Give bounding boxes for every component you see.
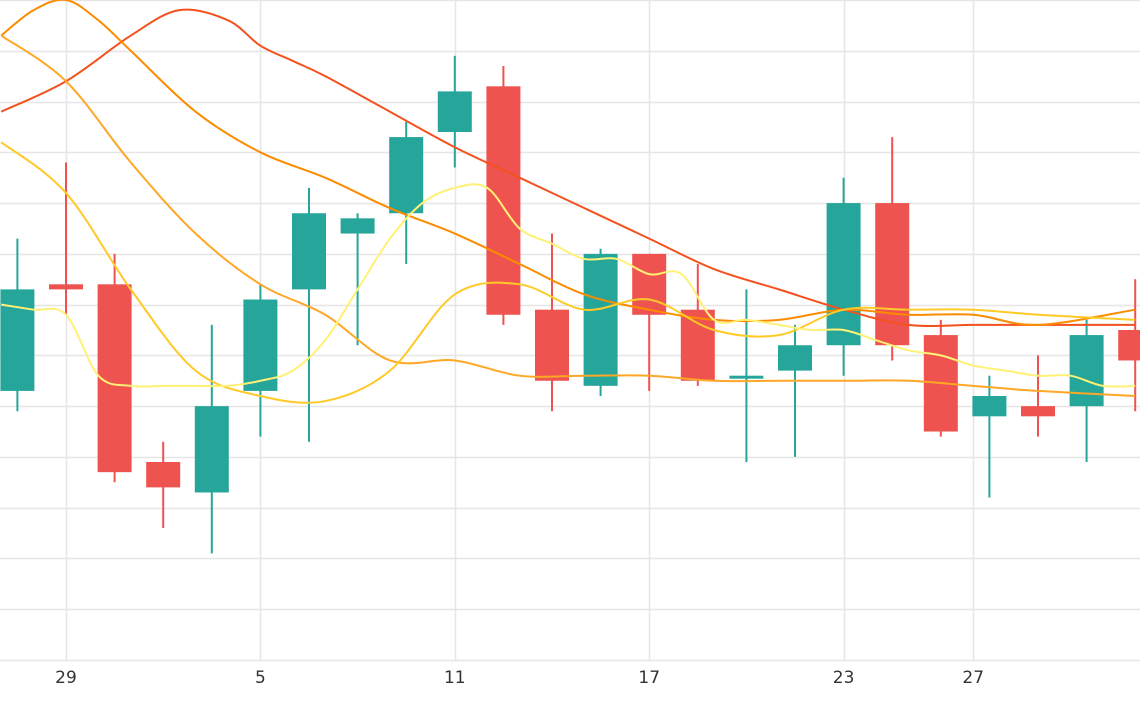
candle-body (243, 299, 278, 391)
candle-body (1021, 406, 1055, 417)
candle-body (389, 137, 424, 214)
candle-down (632, 253, 667, 391)
candle-down (535, 233, 569, 412)
indicator-line-3 (0, 34, 1136, 397)
candle-body (437, 91, 472, 132)
candle-body (632, 253, 667, 315)
candle-body (1118, 330, 1140, 361)
candle-body (535, 309, 569, 381)
candle-body (972, 396, 1007, 417)
indicator-lines-layer (0, 0, 1136, 404)
candle-up (729, 289, 764, 462)
candle-body (583, 253, 618, 386)
indicator-line-4 (0, 141, 1136, 404)
candle-body (729, 375, 764, 379)
grid-layer (0, 0, 1140, 662)
indicator-line-5 (1, 183, 1136, 388)
candle-body (292, 213, 326, 290)
x-tick-label: 5 (255, 668, 266, 688)
candle-body (826, 203, 861, 346)
candle-body (146, 462, 181, 488)
x-tick-label: 23 (833, 668, 855, 688)
x-axis: 29 5 11 17 23 27 (55, 668, 984, 688)
candle-up (437, 55, 472, 168)
candle-up (0, 238, 35, 412)
x-tick-label: 11 (444, 668, 466, 688)
candle-body (778, 345, 812, 371)
candle-body (340, 218, 375, 234)
candle-body (1069, 335, 1104, 407)
candle-down (97, 253, 132, 483)
candle-body (97, 284, 132, 473)
x-tick-label: 17 (638, 668, 660, 688)
candle-up (583, 248, 618, 396)
candle-body (194, 406, 229, 493)
x-tick-label: 27 (962, 668, 984, 688)
candle-up (389, 121, 424, 264)
candle-up (778, 324, 812, 457)
candle-up (340, 213, 375, 346)
candle-down (486, 66, 521, 325)
candle-up (194, 324, 229, 554)
candle-down (875, 137, 910, 361)
candle-down (923, 319, 958, 437)
candle-up (826, 177, 861, 376)
indicator-line-1 (0, 8, 1136, 328)
candle-down (49, 162, 83, 315)
candle-body (680, 309, 715, 381)
candle-down (680, 264, 715, 386)
candle-body (49, 284, 83, 290)
candles-layer (0, 55, 1140, 554)
candle-down (146, 441, 181, 528)
candle-up (972, 375, 1007, 498)
indicator-line-2 (0, 0, 1136, 326)
x-tick-label: 29 (55, 668, 77, 688)
candle-down (1118, 279, 1140, 412)
candle-up (292, 187, 326, 442)
candle-down (1021, 355, 1055, 437)
candle-up (243, 284, 278, 437)
candle-up (1069, 319, 1104, 462)
candle-body (486, 86, 521, 315)
